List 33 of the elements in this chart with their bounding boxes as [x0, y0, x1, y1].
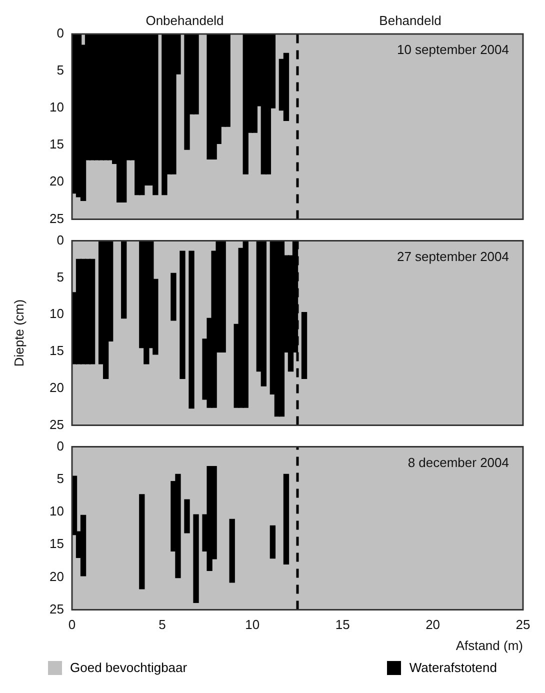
y-tick-label: 15 [50, 343, 64, 358]
y-tick-label: 15 [50, 536, 64, 552]
text: 27 september 2004 [396, 248, 509, 264]
text: Onbehandeld [146, 13, 224, 28]
text: Goed bevochtigbaar [70, 660, 188, 675]
text: 8 december 2004 [408, 454, 509, 470]
y-tick-label: 10 [50, 100, 64, 115]
y-tick-label: 25 [50, 416, 64, 432]
y-tick-label: 10 [50, 306, 64, 322]
x-tick-label: 20 [426, 617, 440, 632]
y-tick-label: 0 [56, 438, 64, 454]
y-tick-label: 0 [56, 26, 64, 41]
y-tick-label: 25 [50, 601, 64, 616]
text: 10 september 2004 [396, 42, 509, 58]
y-axis-title: Diepte (cm) [11, 299, 26, 367]
x-tick-label: 10 [245, 617, 260, 632]
y-tick-label: 5 [56, 470, 64, 486]
x-axis-title: Afstand (m) [456, 638, 523, 653]
y-tick-label: 20 [50, 568, 64, 584]
y-tick-label: 10 [50, 504, 64, 519]
y-tick-label: 15 [50, 136, 64, 152]
x-tick-label: 25 [516, 617, 530, 632]
x-tick-label: 0 [68, 617, 76, 632]
y-tick-label: 0 [56, 232, 64, 248]
y-tick-label: 5 [56, 62, 64, 78]
x-tick-label: 5 [158, 617, 166, 632]
y-tick-label: 25 [50, 210, 64, 226]
text: Behandeld [379, 13, 442, 28]
y-tick-label: 20 [50, 380, 64, 395]
y-tick-label: 5 [56, 269, 64, 284]
legend-label: Waterafstotend [409, 660, 497, 675]
x-tick-label: 15 [335, 617, 350, 632]
y-tick-label: 20 [50, 174, 64, 189]
